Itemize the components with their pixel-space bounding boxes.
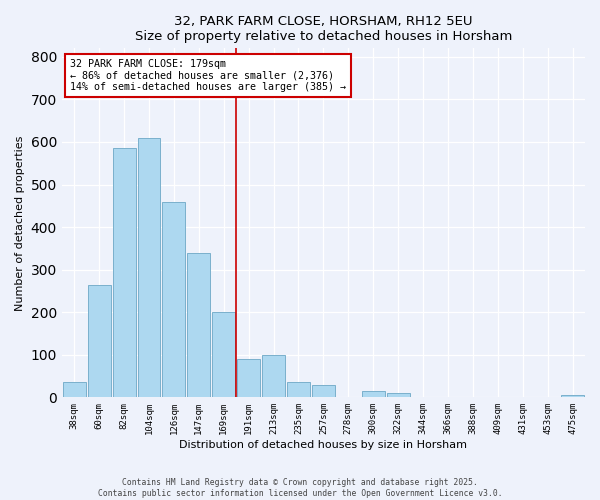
Bar — [262, 355, 285, 398]
Bar — [237, 359, 260, 398]
Text: 32 PARK FARM CLOSE: 179sqm
← 86% of detached houses are smaller (2,376)
14% of s: 32 PARK FARM CLOSE: 179sqm ← 86% of deta… — [70, 59, 346, 92]
Bar — [312, 384, 335, 398]
Bar — [386, 393, 410, 398]
Bar — [163, 202, 185, 398]
Bar — [113, 148, 136, 398]
Y-axis label: Number of detached properties: Number of detached properties — [15, 135, 25, 310]
Bar — [187, 252, 210, 398]
Bar — [88, 284, 110, 398]
Bar — [137, 138, 160, 398]
Bar — [362, 391, 385, 398]
Bar — [561, 395, 584, 398]
Text: Contains HM Land Registry data © Crown copyright and database right 2025.
Contai: Contains HM Land Registry data © Crown c… — [98, 478, 502, 498]
X-axis label: Distribution of detached houses by size in Horsham: Distribution of detached houses by size … — [179, 440, 467, 450]
Bar — [212, 312, 235, 398]
Title: 32, PARK FARM CLOSE, HORSHAM, RH12 5EU
Size of property relative to detached hou: 32, PARK FARM CLOSE, HORSHAM, RH12 5EU S… — [135, 15, 512, 43]
Bar — [63, 382, 86, 398]
Bar — [287, 382, 310, 398]
